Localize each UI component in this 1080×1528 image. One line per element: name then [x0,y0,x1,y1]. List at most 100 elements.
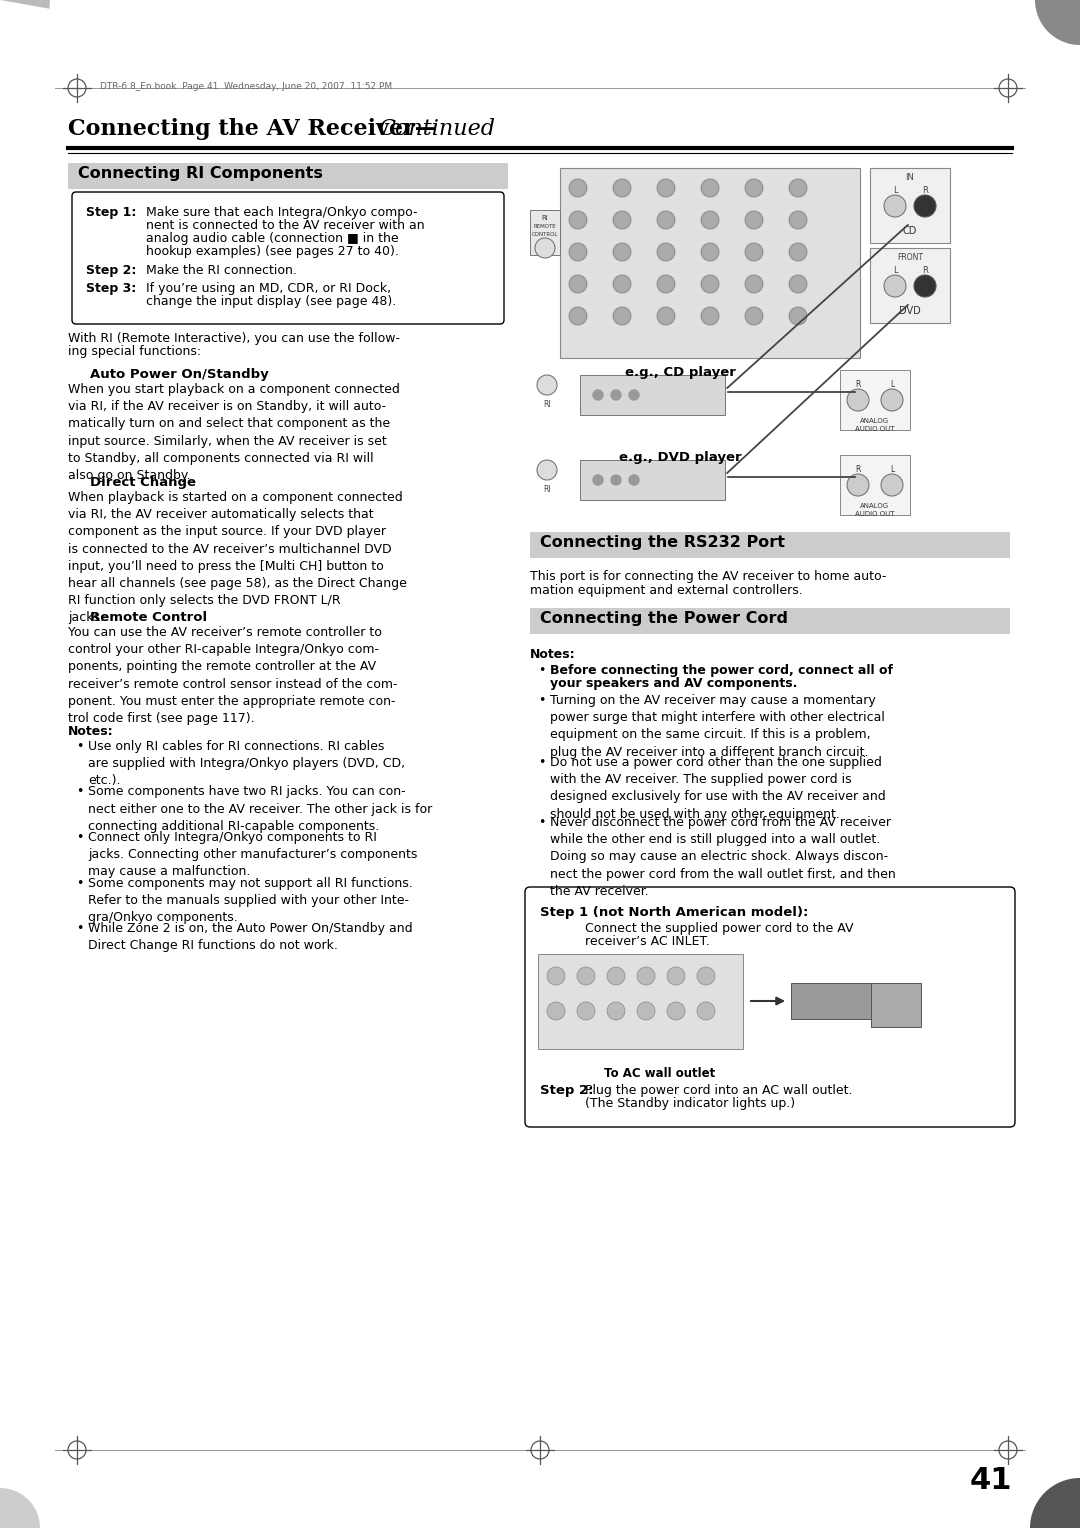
Text: CONTROL: CONTROL [531,232,558,237]
Text: Connecting the Power Cord: Connecting the Power Cord [540,611,788,626]
Text: AUDIO OUT: AUDIO OUT [855,426,894,432]
Text: •: • [76,877,83,889]
Circle shape [537,460,557,480]
Text: •: • [538,816,545,830]
Circle shape [701,179,719,197]
Circle shape [613,179,631,197]
Circle shape [569,275,588,293]
Circle shape [789,243,807,261]
Circle shape [593,390,603,400]
Text: AUDIO OUT: AUDIO OUT [855,510,894,516]
Bar [530,532,1010,558]
Circle shape [745,179,762,197]
Text: RI: RI [542,215,549,222]
Circle shape [0,1488,40,1528]
Text: IN: IN [905,173,915,182]
Bar [530,608,1010,634]
Circle shape [577,967,595,986]
Circle shape [657,307,675,325]
Text: REMOTE: REMOTE [534,225,556,229]
Circle shape [613,243,631,261]
Text: Some components have two RI jacks. You can con-
nect either one to the AV receiv: Some components have two RI jacks. You c… [87,785,432,833]
Text: Step 1 (not North American model):: Step 1 (not North American model): [540,906,808,918]
Circle shape [701,307,719,325]
Circle shape [914,275,936,296]
Circle shape [613,211,631,229]
Text: Connecting RI Components: Connecting RI Components [78,167,323,180]
Text: e.g., CD player: e.g., CD player [624,367,735,379]
Text: Step 1:: Step 1: [86,206,136,219]
Circle shape [881,390,903,411]
Circle shape [607,967,625,986]
Text: L: L [893,266,897,275]
Circle shape [629,475,639,484]
Text: When you start playback on a component connected
via RI, if the AV receiver is o: When you start playback on a component c… [68,384,400,481]
Circle shape [629,390,639,400]
Circle shape [577,1002,595,1021]
Text: change the input display (see page 48).: change the input display (see page 48). [146,295,396,309]
Text: L: L [890,465,894,474]
Text: •: • [76,785,83,799]
Bar [791,983,870,1019]
Text: Auto Power On/Standby: Auto Power On/Standby [90,368,269,380]
Text: ing special functions:: ing special functions: [68,345,201,358]
Circle shape [613,307,631,325]
Text: Connecting the AV Receiver—: Connecting the AV Receiver— [68,118,437,141]
Circle shape [1030,1478,1080,1528]
Circle shape [847,474,869,497]
Text: mation equipment and external controllers.: mation equipment and external controller… [530,584,802,597]
Text: •: • [76,831,83,843]
Circle shape [697,1002,715,1021]
Text: •: • [538,665,545,677]
Text: Connect the supplied power cord to the AV: Connect the supplied power cord to the A… [585,921,853,935]
Text: •: • [76,740,83,753]
Text: Connecting the RS232 Port: Connecting the RS232 Port [540,535,785,550]
Circle shape [637,967,654,986]
Text: Do not use a power cord other than the one supplied
with the AV receiver. The su: Do not use a power cord other than the o… [550,756,886,821]
Circle shape [885,275,906,296]
Bar [580,460,725,500]
Bar [840,455,910,515]
Circle shape [745,275,762,293]
Circle shape [745,243,762,261]
Text: R: R [922,186,928,196]
Circle shape [546,1002,565,1021]
Bar [538,953,743,1050]
Text: When playback is started on a component connected
via RI, the AV receiver automa: When playback is started on a component … [68,490,407,625]
Circle shape [657,243,675,261]
Circle shape [745,307,762,325]
Circle shape [667,967,685,986]
Circle shape [789,275,807,293]
Text: While Zone 2 is on, the Auto Power On/Standby and
Direct Change RI functions do : While Zone 2 is on, the Auto Power On/St… [87,921,413,952]
Circle shape [611,390,621,400]
Text: DVD: DVD [900,306,921,316]
Text: RI: RI [543,400,551,410]
Bar [530,209,561,255]
Text: Plug the power cord into an AC wall outlet.: Plug the power cord into an AC wall outl… [585,1083,852,1097]
Circle shape [667,1002,685,1021]
Bar [870,983,921,1027]
FancyBboxPatch shape [72,193,504,324]
Text: receiver’s AC INLET.: receiver’s AC INLET. [585,935,710,947]
Text: analog audio cable (connection ■ in the: analog audio cable (connection ■ in the [146,232,399,244]
Bar [561,168,860,358]
Text: L: L [893,186,897,196]
FancyBboxPatch shape [525,886,1015,1128]
Bar [870,248,950,322]
Text: R: R [855,465,861,474]
Circle shape [881,474,903,497]
Text: FRONT: FRONT [897,254,923,261]
Text: ANALOG: ANALOG [861,419,890,423]
Text: ANALOG: ANALOG [861,503,890,509]
Text: Direct Change: Direct Change [90,477,195,489]
Text: •: • [538,694,545,707]
Text: R: R [855,380,861,390]
Text: Notes:: Notes: [68,724,113,738]
Circle shape [637,1002,654,1021]
Circle shape [535,238,555,258]
Circle shape [569,179,588,197]
Text: Before connecting the power cord, connect all of: Before connecting the power cord, connec… [550,665,893,677]
Circle shape [537,374,557,396]
Text: Make the RI connection.: Make the RI connection. [146,264,297,277]
Circle shape [657,211,675,229]
